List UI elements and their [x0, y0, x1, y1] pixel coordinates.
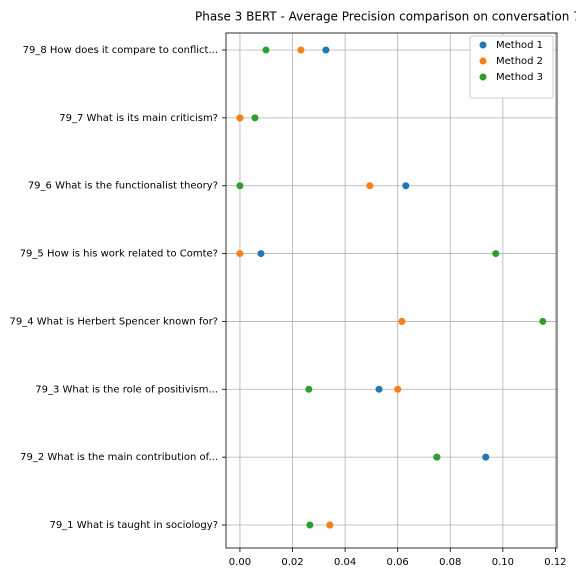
plot-frame: [225, 32, 558, 549]
legend-marker: [479, 57, 487, 65]
point: [402, 182, 410, 190]
point: [306, 521, 314, 529]
point: [236, 182, 244, 190]
point: [322, 46, 330, 54]
x-tick-label: 0.04: [334, 557, 356, 568]
legend-label: Method 1: [496, 40, 543, 51]
x-tick-label: 0.02: [281, 557, 303, 568]
y-tick-label: 79_6 What is the functionalist theory?: [28, 181, 218, 192]
y-tick-label: 79_1 What is taught in sociology?: [49, 520, 218, 531]
y-tick-label: 79_7 What is its main criticism?: [59, 113, 218, 124]
point: [482, 453, 490, 461]
point: [433, 453, 441, 461]
point: [492, 250, 500, 258]
point: [366, 182, 374, 190]
chart-title: Phase 3 BERT - Average Precision compari…: [195, 10, 576, 24]
y-tick-label: 79_3 What is the role of positivism...: [35, 384, 218, 395]
point: [236, 114, 244, 122]
x-tick-label: 0.08: [439, 557, 461, 568]
point: [394, 385, 402, 393]
x-tick-label: 0.12: [544, 557, 566, 568]
point: [326, 521, 334, 529]
y-tick-label: 79_8 How does it compare to conflict...: [23, 45, 218, 56]
x-tick-label: 0.06: [387, 557, 409, 568]
point: [257, 250, 265, 258]
legend-box: [469, 35, 554, 99]
point: [297, 46, 305, 54]
point: [236, 250, 244, 258]
legend-marker: [479, 41, 487, 49]
point: [539, 317, 547, 325]
x-tick-label: 0.00: [229, 557, 251, 568]
point: [262, 46, 270, 54]
y-tick-label: 79_2 What is the main contribution of...: [20, 452, 218, 463]
point: [398, 317, 406, 325]
legend-label: Method 2: [496, 56, 543, 67]
legend-marker: [479, 73, 487, 81]
point: [251, 114, 259, 122]
x-tick-label: 0.10: [492, 557, 514, 568]
legend-label: Method 3: [496, 72, 543, 83]
point: [375, 385, 383, 393]
point: [305, 385, 313, 393]
y-tick-label: 79_5 How is his work related to Comte?: [20, 249, 218, 260]
y-tick-label: 79_4 What is Herbert Spencer known for?: [9, 316, 218, 327]
